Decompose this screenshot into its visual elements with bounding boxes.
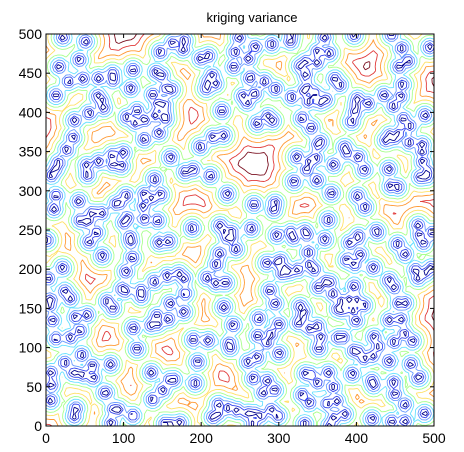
x-tick-label: 500	[422, 430, 446, 446]
chart-title: kriging variance	[206, 10, 297, 25]
contour-level	[46, 34, 434, 426]
contour-level	[46, 34, 434, 426]
y-tick-label: 250	[19, 222, 43, 238]
y-tick-label: 100	[19, 340, 43, 356]
x-axis: 0 100 200 300 400 500	[42, 34, 446, 446]
y-tick-label: 0	[34, 418, 42, 434]
y-tick-label: 400	[19, 104, 43, 120]
y-tick-label: 450	[19, 65, 43, 81]
x-tick-label: 400	[345, 430, 369, 446]
y-tick-label: 50	[26, 379, 42, 395]
x-tick-label: 100	[112, 430, 136, 446]
contour-level	[46, 34, 434, 426]
y-tick-label: 500	[19, 26, 43, 42]
y-axis: 0 50 100 150 200 250 300 350 400 450 500	[19, 26, 434, 434]
contour-level	[46, 34, 434, 426]
y-tick-label: 150	[19, 300, 43, 316]
y-tick-label: 350	[19, 144, 43, 160]
contour-level	[46, 34, 434, 426]
y-tick-label: 300	[19, 183, 43, 199]
x-tick-label: 300	[267, 430, 291, 446]
contour-level	[46, 34, 434, 426]
contour-level	[46, 34, 434, 426]
y-tick-label: 200	[19, 261, 43, 277]
x-tick-label: 200	[190, 430, 214, 446]
x-tick-label: 0	[42, 430, 50, 446]
contour-lines	[46, 34, 434, 426]
